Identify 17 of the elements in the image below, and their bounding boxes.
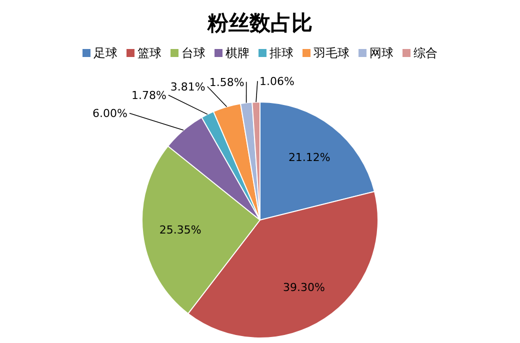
data-label: 1.58% [209, 76, 244, 89]
data-label: 1.78% [131, 89, 166, 102]
data-label: 25.35% [159, 224, 202, 237]
data-label: 1.06% [260, 75, 294, 88]
legend-label: 足球 [94, 46, 118, 60]
data-label: 6.00% [92, 107, 128, 120]
legend-label: 网球 [370, 46, 394, 60]
data-label: 3.81% [170, 80, 206, 94]
legend-label: 排球 [270, 46, 294, 60]
data-label: 21.12% [288, 150, 330, 164]
legend-label: 篮球 [138, 46, 162, 60]
legend-label: 棋牌 [226, 46, 250, 60]
legend-label: 台球 [182, 46, 206, 60]
legend-label: 综合 [414, 46, 438, 60]
data-label: 39.30% [282, 281, 325, 294]
legend-label: 羽毛球 [312, 46, 350, 60]
chart-title: 粉丝数占比 [206, 11, 312, 35]
